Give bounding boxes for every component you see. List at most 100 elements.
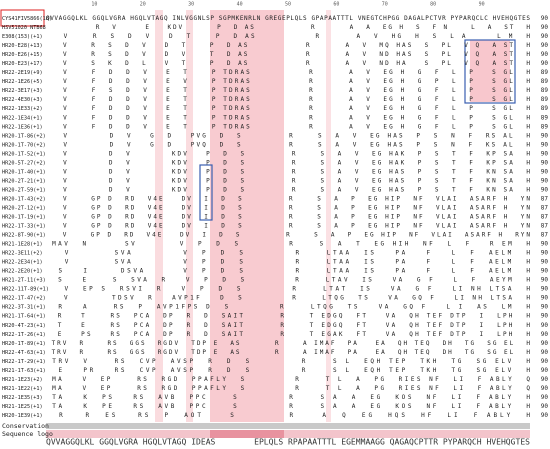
sequence-name: HR21-1E25(+1) bbox=[2, 404, 43, 410]
sequence-end: 90 bbox=[541, 42, 549, 49]
sequence-end: 90 bbox=[541, 150, 549, 157]
sequence-end: 87 bbox=[541, 204, 549, 211]
sequence-name: HR22-2E34(+1) bbox=[2, 260, 43, 266]
sequence-name: HR22-3T-31(+1) bbox=[2, 305, 46, 311]
ruler-label: 20 bbox=[140, 2, 146, 8]
sequence: TRV R RS GGS RGDV TDP E AS R A IMAF PA E… bbox=[46, 340, 530, 347]
sequence-end: 89 bbox=[541, 69, 549, 76]
sequence: V R S D V D T P D AS R A V MQ HAS S PL V… bbox=[46, 42, 530, 49]
sequence-name: HR21-1E23(+2) bbox=[2, 377, 43, 383]
sequence-name: HR22-3E11(+2) bbox=[2, 251, 43, 257]
sequence: V F S D V E T P TDRAS R A V EG H G F L P… bbox=[46, 87, 530, 94]
sequence: QVVAGGQLKL GGQLVGRA HGQLVTAGQ INLVGGNLSP… bbox=[46, 15, 530, 22]
sequence-end: 90 bbox=[541, 358, 549, 365]
sequence-name: HR22-4T-63(+1) bbox=[2, 350, 46, 356]
sequence: V D V KDV P D S R S A V EG HAS P S T F K… bbox=[46, 168, 530, 175]
sequence-end: 90 bbox=[541, 15, 549, 22]
sequence: R T RS PCA DP R D SAIT R T EDGQ FT VA QH… bbox=[46, 313, 530, 320]
logo-bar bbox=[210, 430, 284, 438]
sequence-end: 90 bbox=[541, 60, 549, 67]
sequence: V GP D RD V4E DV I D S R S A P EG HIP NF… bbox=[46, 232, 530, 239]
blue-box bbox=[199, 164, 213, 221]
sequence-name: HR20-E26(+15) bbox=[2, 52, 43, 58]
sequence: V D V KDV P D S R S A V EG HAK P S T F K… bbox=[46, 150, 530, 157]
sequence-end: 89 bbox=[541, 105, 549, 112]
sequence-end: 90 bbox=[541, 141, 549, 148]
sequence-name: HR22-2E19(+9) bbox=[2, 70, 43, 76]
sequence: V GP D RD V4E DV I D S R S A P EG HIP NF… bbox=[46, 204, 530, 211]
sequence: TA K PS RS AVB PPC S R S A A EG KOS NF L… bbox=[46, 394, 530, 401]
conservation-label: Conservation bbox=[2, 422, 49, 430]
sequence-name: HR22-1T-29(+1) bbox=[2, 359, 46, 365]
sequence-name: HR22-2E20(+1) bbox=[2, 269, 43, 275]
red-box bbox=[0, 9, 45, 27]
sequence: MA V EP RS RGD PPAFLY S R T L A PG RIES … bbox=[46, 376, 530, 383]
sequence-end: 90 bbox=[541, 394, 549, 401]
sequence-end: 90 bbox=[541, 159, 549, 166]
sequence: V GP D RD V4E DV I D S R S A P EG HIP NF… bbox=[46, 195, 530, 202]
sequence: V F D D V E T P TDRAS R A V EG H G F L P… bbox=[46, 114, 530, 121]
sequence-end: 90 bbox=[541, 403, 549, 410]
ruler-label: 40 bbox=[237, 2, 243, 8]
sequence: V F D D V E T P TDRAS R A V EG H G F L P… bbox=[46, 69, 530, 76]
sequence-name: HR20-2T-59(+1) bbox=[2, 187, 46, 193]
conserved-band bbox=[186, 10, 193, 422]
sequence-end: 87 bbox=[541, 214, 549, 221]
sequence: V F D D V E T P TDRAS R A V EG H G F L P… bbox=[46, 123, 530, 130]
ruler-label: 70 bbox=[382, 2, 388, 8]
sequence-end: 90 bbox=[541, 322, 549, 329]
sequence-end: 90 bbox=[541, 259, 549, 266]
sequence-name: HR22-1E34(+1) bbox=[2, 115, 43, 121]
sequence-end: 90 bbox=[541, 250, 549, 257]
ruler-label: 60 bbox=[333, 2, 339, 8]
sequence: R V E KDV P D AS R A A EG H S F N L A ST… bbox=[46, 24, 530, 31]
sequence-end: 90 bbox=[541, 33, 549, 40]
sequence: V D V KDV P D S R S A V EG HAK P S T F K… bbox=[46, 159, 530, 166]
sequence-end: 87 bbox=[541, 232, 549, 239]
sequence: MAV N SV V P D S R S A T EG HIH NF L F R… bbox=[46, 241, 530, 248]
consensus: QVVAGGQLKL GGQLVGRA HGQLVTAGQ IDEAS EPLQ… bbox=[46, 438, 530, 447]
sequence-name: HR20-1T-40(+1) bbox=[2, 169, 46, 175]
sequence-name: HR22-1T-47(+2) bbox=[2, 296, 46, 302]
sequence: V F D D V E T P TDRAS R A V EG H G F L P… bbox=[46, 96, 530, 103]
sequence-end: 90 bbox=[541, 385, 549, 392]
ruler-label: 50 bbox=[285, 2, 291, 8]
sequence-end: 90 bbox=[541, 168, 549, 175]
sequence-name: HR22-1E26(+5) bbox=[2, 79, 43, 85]
sequence: V R S D V D T P D AS R A V HG H S L A L … bbox=[46, 33, 530, 40]
sequence-name: HR20-E23(+17) bbox=[2, 61, 43, 67]
sequence: TRV V RS CVP AVSP R D S R S L EQH TEP TK… bbox=[46, 358, 530, 365]
sequence: V F D D V E V P TDRAS R A V EG H G P L P… bbox=[46, 78, 530, 85]
conservation-bar bbox=[46, 423, 530, 429]
sequence: MA V EP RS RGD PPAFLY S R T L A PG RIES … bbox=[46, 385, 530, 392]
sequence-end: 89 bbox=[541, 114, 549, 121]
sequence-name: HR20-2T-21(+1) bbox=[2, 178, 46, 184]
sequence-end: 90 bbox=[541, 286, 549, 293]
sequence: V R S D V D V T D AS R A V ND HAS S PL V… bbox=[46, 51, 530, 58]
sequence-end: 89 bbox=[541, 78, 549, 85]
ruler-label: 30 bbox=[188, 2, 194, 8]
sequence: TA K PE RS AVB PPC S R S A A EG KOS NF L… bbox=[46, 403, 530, 410]
sequence-end: 89 bbox=[541, 96, 549, 103]
sequence-name: E308(153)(+1) bbox=[2, 34, 43, 40]
sequence-name: HSV51020 NTB68 bbox=[2, 25, 46, 31]
sequence: V F D D V E T P TDRAS R A V EG H G F L P… bbox=[46, 105, 530, 112]
ruler-label: 10 bbox=[91, 2, 97, 8]
sequence-name: HR20-1T-52(+1) bbox=[2, 151, 46, 157]
sequence-end: 90 bbox=[541, 376, 549, 383]
sequence-end: 90 bbox=[541, 295, 549, 302]
sequence: T E RS PCA DP R D SAIT R T EDGQ FT VA QH… bbox=[46, 322, 530, 329]
sequence-name: HR22-1E33(+2) bbox=[2, 106, 43, 112]
sequence-name: HR22-3E17(+3) bbox=[2, 88, 43, 94]
sequence-end: 87 bbox=[541, 195, 549, 202]
sequence-name: HR20-1T-19(+1) bbox=[2, 215, 46, 221]
sequence-name: CYS41FIV5866(18) bbox=[2, 16, 52, 22]
sequence-name: HR20-1T-70(+2) bbox=[2, 142, 46, 148]
sequence-end: 90 bbox=[541, 51, 549, 58]
sequence-name: HR22-4E30(+3) bbox=[2, 97, 43, 103]
sequence: V GP D RD V4E DV I D S R S A P EG HIP NF… bbox=[46, 214, 530, 221]
sequence-end: 90 bbox=[541, 186, 549, 193]
sequence: S I DSVA V P D S R LTAA IS PA F L F AELM… bbox=[46, 268, 530, 275]
sequence-name: HR22-11T-89(+1) bbox=[2, 287, 49, 293]
sequence-end: 90 bbox=[541, 241, 549, 248]
